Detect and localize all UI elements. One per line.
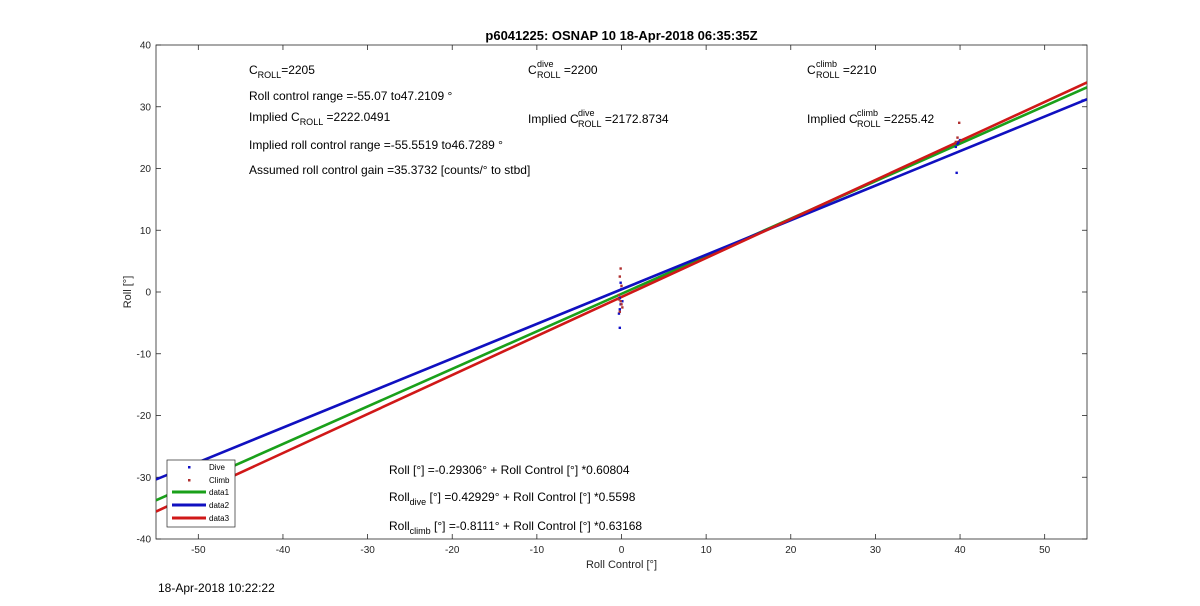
legend-data3-label: data3 <box>209 514 230 523</box>
x-tick-label: 40 <box>954 545 966 556</box>
point-climb <box>618 275 622 278</box>
y-tick-label: 10 <box>140 226 152 237</box>
legend-entry-climb: Climb <box>188 476 230 485</box>
point-climb <box>619 300 622 303</box>
point-dive <box>617 312 621 315</box>
point-climb <box>619 267 622 270</box>
legend-entry-dive: Dive <box>188 463 226 472</box>
y-tick-label: 20 <box>140 164 152 175</box>
legend-entry-data2: data2 <box>172 501 230 510</box>
point-climb <box>617 298 621 301</box>
y-tick-label: 40 <box>140 41 152 52</box>
legend-data1-label: data1 <box>209 488 230 497</box>
legend: Dive Climb data1 data2 data3 <box>166 459 236 528</box>
assumed-gain-annotation: Assumed roll control gain =35.3732 [coun… <box>249 163 530 177</box>
x-tick-label: -10 <box>530 545 545 556</box>
point-climb <box>956 136 959 139</box>
x-tick-label: 0 <box>619 545 625 556</box>
c-roll-dive-annotation: Cdive ROLL =2200 <box>528 59 598 80</box>
fit-climb-annotation: Rollclimb [°] =-0.8111° + Roll Control [… <box>389 519 642 536</box>
legend-climb-label: Climb <box>209 476 230 485</box>
y-tick-label: -10 <box>137 349 152 360</box>
x-tick-label: 30 <box>870 545 882 556</box>
axis-ticks: -50 -40 -30 -20 -10 0 10 20 30 40 50 -40 -30 -20 -10 0 1… <box>137 41 1087 556</box>
legend-dive-label: Dive <box>209 463 226 472</box>
point-dive <box>618 326 622 330</box>
y-tick-label: -20 <box>137 411 152 422</box>
point-dive <box>957 141 960 144</box>
point-climb <box>617 293 621 297</box>
legend-entry-data1: data1 <box>172 488 230 497</box>
fit-all-annotation: Roll [°] =-0.29306° + Roll Control [°] *… <box>389 463 630 477</box>
point-climb <box>957 121 961 125</box>
roll-range-annotation: Roll control range =-55.07 to47.2109 ° <box>249 89 452 103</box>
legend-entry-data3: data3 <box>172 514 230 523</box>
legend-data2-label: data2 <box>209 501 230 510</box>
point-dive <box>954 145 958 149</box>
point-dive <box>618 308 622 311</box>
point-dive <box>955 171 958 175</box>
x-tick-label: -20 <box>445 545 460 556</box>
footer-timestamp: 18-Apr-2018 10:22:22 <box>158 581 275 595</box>
point-dive <box>956 142 959 145</box>
implied-dive-annotation: Implied Cdive ROLL =2172.8734 <box>528 108 669 129</box>
legend-climb-marker <box>188 479 191 482</box>
point-climb <box>954 140 958 144</box>
x-tick-label: 10 <box>701 545 713 556</box>
annotations: CROLL=2205 Roll control range =-55.07 to… <box>249 59 935 536</box>
point-climb <box>959 139 963 142</box>
implied-c-roll-annotation: Implied CROLL =2222.0491 <box>249 110 391 127</box>
x-tick-label: -30 <box>360 545 375 556</box>
x-tick-label: -50 <box>191 545 206 556</box>
y-tick-label: 30 <box>140 102 152 113</box>
x-tick-label: -40 <box>276 545 291 556</box>
x-tick-label: 20 <box>785 545 797 556</box>
implied-range-annotation: Implied roll control range =-55.5519 to4… <box>249 138 503 152</box>
chart-title: p6041225: OSNAP 10 18-Apr-2018 06:35:35Z <box>485 28 757 43</box>
y-axis-label: Roll [°] <box>122 276 134 309</box>
implied-climb-annotation: Implied Cclimb ROLL =2255.42 <box>807 108 935 129</box>
fit-line-data3 <box>156 81 1087 513</box>
y-tick-label: -30 <box>137 473 152 484</box>
fit-dive-annotation: Rolldive [°] =0.42929° + Roll Control [°… <box>389 490 636 507</box>
point-dive <box>618 296 622 300</box>
x-axis-label: Roll Control [°] <box>586 559 657 571</box>
point-dive <box>1081 99 1084 102</box>
fit-line-data1 <box>156 86 1087 502</box>
point-climb <box>620 303 623 306</box>
point-dive <box>621 300 624 303</box>
y-tick-label: -40 <box>137 535 152 546</box>
point-dive <box>620 287 623 291</box>
point-dive <box>619 281 622 284</box>
c-roll-annotation: CROLL=2205 <box>249 63 315 80</box>
y-tick-label: 0 <box>145 288 151 299</box>
legend-dive-marker <box>188 466 191 469</box>
point-climb <box>620 284 623 288</box>
point-climb <box>618 310 622 313</box>
x-tick-label: 50 <box>1039 545 1051 556</box>
plot-area <box>155 44 1088 540</box>
c-roll-climb-annotation: Cclimb ROLL =2210 <box>807 59 877 80</box>
point-climb <box>621 306 624 309</box>
